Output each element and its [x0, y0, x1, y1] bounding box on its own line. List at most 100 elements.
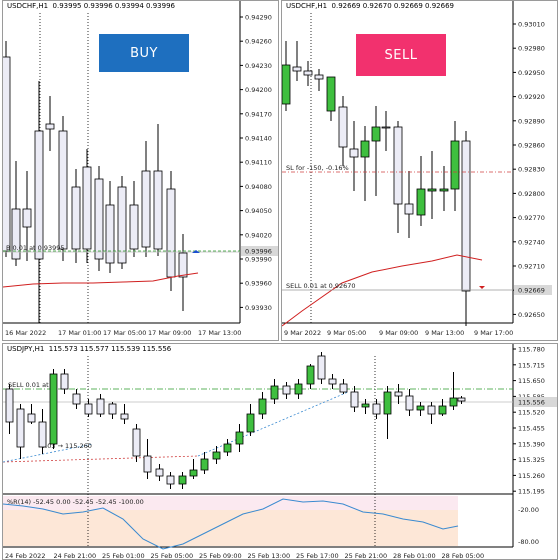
usdchf-sell-chart-canvas[interactable]: 0.93010 0.92980 0.92950 0.92920 0.92890 0.928… — [282, 1, 558, 341]
pivot-label: 0.03 → 115.260 — [41, 442, 92, 450]
price-axis-label: 0.92770 — [518, 214, 545, 222]
price-axis-label: 0.94140 — [245, 135, 272, 143]
bear-candle — [349, 148, 359, 158]
bear-candle — [393, 126, 403, 205]
bull-candle — [200, 458, 209, 471]
bear-candle — [427, 405, 436, 415]
trade-entry-label: SELL 0.01 at 0.92670 — [286, 282, 356, 290]
time-axis-label: 17 Mar 05:00 — [103, 329, 146, 337]
indicator-title: %R(14) -52.45 0.00 -52.45 -52.45 -100.00 — [7, 498, 144, 506]
price-axis-label: 115.260 — [518, 472, 545, 480]
sell-button[interactable]: SELL — [356, 34, 446, 76]
bear-candle — [96, 398, 105, 415]
bear-candle — [94, 178, 104, 260]
time-axis-label: 28 Feb 05:00 — [442, 552, 485, 560]
bear-candle — [338, 106, 348, 148]
bear-candle — [71, 186, 81, 250]
usdjpy-chart[interactable]: 115.780 115.715 115.650 115.585 115.520 115.4… — [2, 343, 558, 560]
bear-candle — [117, 186, 127, 264]
bear-candle — [38, 421, 47, 448]
buy-button[interactable]: BUY — [99, 34, 189, 72]
price-axis-label: 0.92830 — [518, 166, 545, 174]
usdchf-buy-chart[interactable]: 0.94290 0.94260 0.94230 0.94200 0.94170 0.941… — [2, 0, 279, 341]
bear-candle — [16, 408, 25, 448]
bull-candle — [361, 403, 370, 408]
bear-candle — [108, 403, 117, 415]
bear-candle — [350, 391, 359, 408]
bear-candle — [328, 378, 337, 385]
bull-candle — [178, 475, 187, 485]
bull-candle — [439, 188, 449, 192]
bear-candle — [457, 397, 466, 402]
time-axis-label: 9 Mar 13:00 — [425, 329, 464, 337]
trade-marker-icon — [192, 250, 200, 253]
bear-candle — [303, 70, 313, 76]
moving-average-line — [282, 254, 483, 327]
bull-candle — [270, 385, 279, 400]
time-axis-label: 24 Feb 21:00 — [54, 552, 97, 560]
price-axis-label: 115.195 — [518, 488, 545, 496]
price-axis-label: 0.92710 — [518, 263, 545, 271]
price-axis-label: 0.94200 — [245, 86, 272, 94]
time-axis-label: 25 Feb 01:00 — [102, 552, 145, 560]
usdchf-sell-chart[interactable]: 0.93010 0.92980 0.92950 0.92920 0.92890 0.928… — [281, 0, 558, 341]
price-axis-label: 0.92740 — [518, 238, 545, 246]
price-axis-label: 0.93990 — [245, 256, 272, 264]
bear-candle — [141, 170, 151, 248]
price-axis-label: 0.94170 — [245, 110, 272, 118]
bear-candle — [314, 74, 324, 80]
price-axis-label: 0.92860 — [518, 142, 545, 150]
bear-candle — [58, 130, 68, 250]
bear-candle — [3, 56, 11, 252]
price-axis-label: 0.94020 — [245, 231, 272, 239]
bull-candle — [371, 126, 381, 142]
bull-candle — [258, 398, 267, 415]
time-axis-label: 9 Mar 09:00 — [379, 329, 418, 337]
bull-candle — [246, 413, 255, 433]
bear-candle — [461, 140, 471, 292]
bull-candle — [416, 405, 425, 411]
bear-candle — [394, 391, 403, 397]
bear-candle — [34, 130, 44, 260]
bear-candle — [27, 413, 36, 423]
bull-candle — [223, 443, 232, 453]
time-axis-label: 17 Mar 09:00 — [148, 329, 191, 337]
chart-title: USDCHF,H1 0.92669 0.92670 0.92669 0.9266… — [286, 2, 454, 10]
time-axis-label: 24 Feb 2022 — [5, 552, 45, 560]
bull-candle — [212, 451, 221, 460]
current-price-label: 115.556 — [518, 399, 545, 407]
usdchf-buy-chart-canvas[interactable]: 0.94290 0.94260 0.94230 0.94200 0.94170 0.941… — [3, 1, 279, 341]
bull-candle — [449, 397, 458, 407]
price-axis-label: 115.585 — [518, 393, 545, 401]
bear-candle — [372, 403, 381, 415]
bear-candle — [84, 403, 93, 415]
trade-entry-label: SELL 0.01 at — [8, 381, 49, 389]
time-axis-label: 9 Mar 17:00 — [474, 329, 513, 337]
price-axis-label: 0.92890 — [518, 117, 545, 125]
bear-candle — [339, 383, 348, 393]
bull-candle — [189, 469, 198, 477]
trend-line-blue — [3, 443, 94, 463]
time-axis-label: 17 Mar 13:00 — [198, 329, 241, 337]
time-axis-label: 25 Feb 13:00 — [248, 552, 291, 560]
current-price-tag — [514, 397, 557, 407]
price-axis-label: 115.390 — [518, 440, 545, 448]
price-axis-label: 0.94290 — [245, 14, 272, 22]
bear-candle — [143, 455, 152, 473]
bear-candle — [120, 413, 129, 420]
bear-candle — [105, 204, 115, 264]
bear-candle — [178, 252, 188, 278]
bear-candle — [405, 395, 414, 411]
time-axis-label: 28 Feb 01:00 — [393, 552, 436, 560]
price-axis-label: 0.94260 — [245, 38, 272, 46]
price-axis-label: 115.455 — [518, 425, 545, 433]
bear-candle — [166, 475, 175, 485]
current-price-tag — [241, 246, 278, 256]
bear-candle — [11, 208, 21, 260]
bull-candle — [360, 140, 370, 158]
indicator-axis-label: -20.00 — [518, 506, 539, 514]
price-axis-label: 0.92920 — [518, 93, 545, 101]
bear-candle — [404, 203, 414, 215]
bull-candle — [427, 188, 437, 192]
usdjpy-chart-canvas[interactable]: 115.780 115.715 115.650 115.585 115.520 115.4… — [3, 344, 558, 560]
